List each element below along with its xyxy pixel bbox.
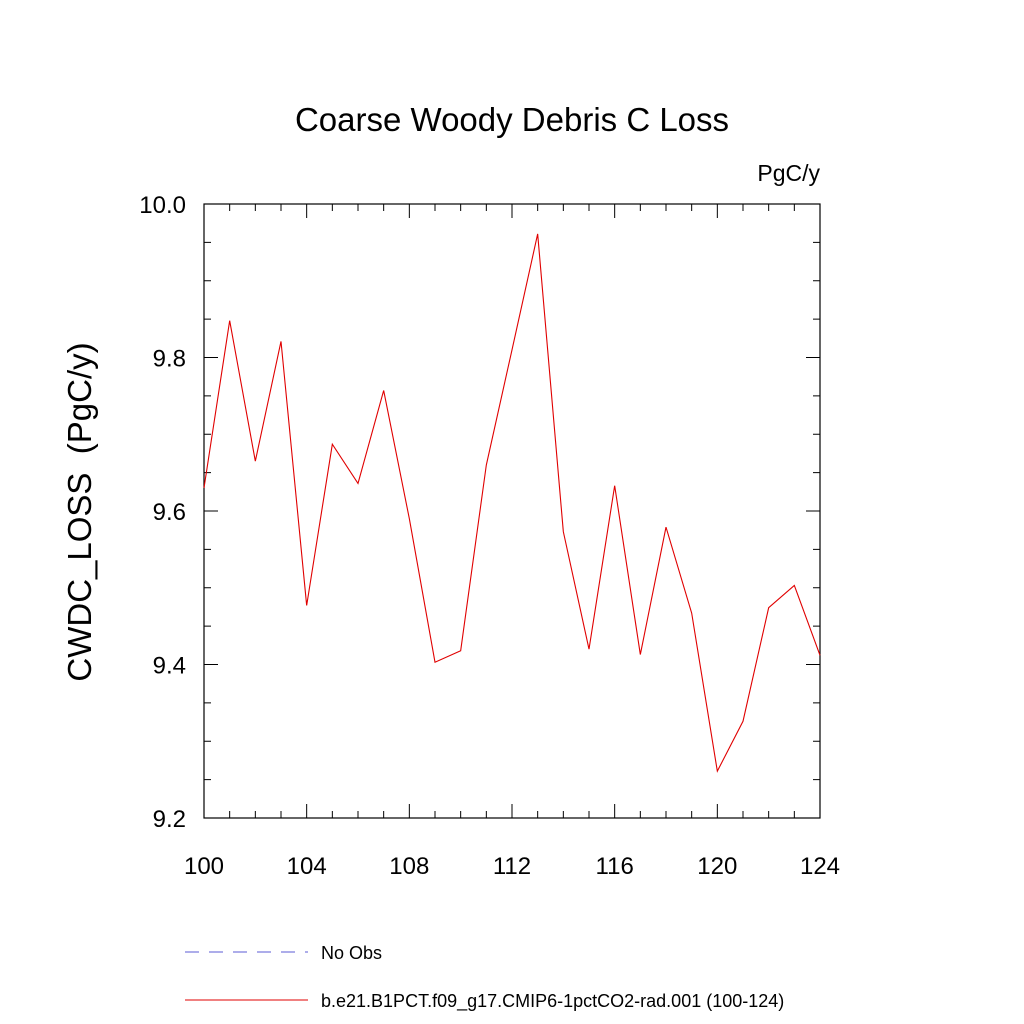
y-tick-label: 9.2 <box>153 806 186 833</box>
series-layer <box>203 233 821 773</box>
x-tick-label: 104 <box>287 853 327 880</box>
series-line <box>203 233 821 773</box>
units-label: PgC/y <box>757 160 820 186</box>
y-axis-label: CWDC_LOSS (PgC/y) <box>61 342 98 681</box>
plot-frame <box>203 203 821 819</box>
x-tick-label: 116 <box>596 853 634 880</box>
x-tick-label: 100 <box>184 853 224 880</box>
y-tick-label: 9.6 <box>153 499 186 526</box>
y-tick-label: 9.4 <box>153 653 186 680</box>
legend: No Obs b.e21.B1PCT.f09_g17.CMIP6-1pctCO2-… <box>185 943 784 1012</box>
legend-label: b.e21.B1PCT.f09_g17.CMIP6-1pctCO2-rad.00… <box>321 991 784 1012</box>
x-tick-label: 108 <box>389 853 429 880</box>
legend-label: No Obs <box>321 943 382 963</box>
x-tick-label: 120 <box>697 853 737 880</box>
x-tick-label: 112 <box>493 853 531 880</box>
x-tick-label: 124 <box>800 853 840 880</box>
axis-ticks <box>203 203 821 819</box>
tick-labels: 100 104 108 112 116 120 124 9.2 9.4 9.6 9.8 10.0 <box>139 192 840 880</box>
y-tick-label: 10.0 <box>139 192 186 219</box>
chart-title: Coarse Woody Debris C Loss <box>295 101 729 138</box>
y-tick-label: 9.8 <box>153 346 186 373</box>
